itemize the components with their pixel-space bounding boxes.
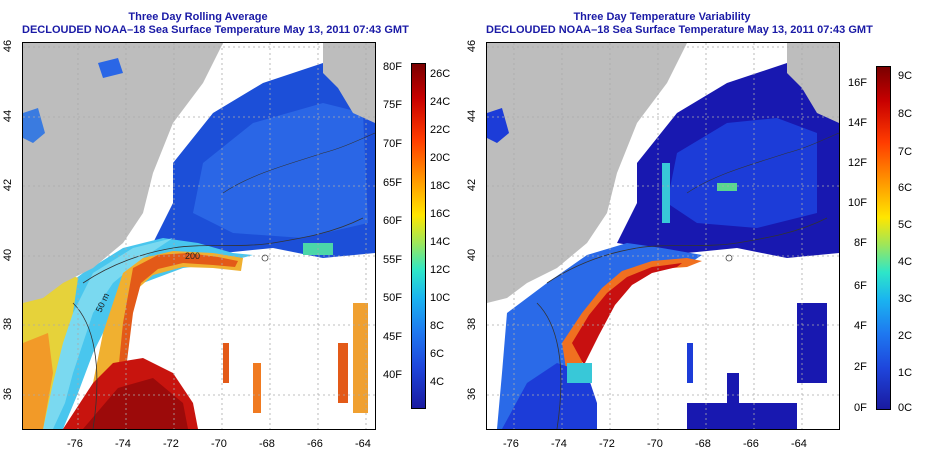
- right-variability-map: [486, 42, 840, 430]
- left-cb-c-label: 10C: [430, 292, 451, 304]
- left-cb-c-label: 24C: [430, 96, 451, 108]
- right-cb-c-label: 1C: [898, 367, 913, 379]
- left-cb-f-label: 65F: [383, 177, 402, 189]
- left-xtick: -64: [355, 438, 371, 450]
- left-cb-f-label: 60F: [383, 215, 402, 227]
- left-xtick: -70: [211, 438, 227, 450]
- right-xtick: -66: [743, 438, 759, 450]
- left-cb-f-label: 80F: [383, 61, 402, 73]
- left-sst-map: 200 50 m: [22, 42, 376, 430]
- left-ytick: 36: [2, 387, 15, 401]
- left-title-line2: DECLOUDED NOAA–18 Sea Surface Temperatur…: [22, 24, 409, 36]
- left-xtick: -72: [163, 438, 179, 450]
- right-xtick: -74: [551, 438, 567, 450]
- left-cb-c-label: 18C: [430, 180, 451, 192]
- left-xtick: -76: [67, 438, 83, 450]
- right-cb-c-label: 9C: [898, 70, 913, 82]
- right-ytick: 46: [466, 39, 479, 53]
- left-title-line1: Three Day Rolling Average: [128, 11, 268, 23]
- left-cb-f-label: 45F: [383, 331, 402, 343]
- right-cb-f-label: 10F: [848, 197, 867, 209]
- left-xtick: -66: [307, 438, 323, 450]
- left-map-svg: 200 50 m: [23, 43, 375, 429]
- left-cb-f-label: 75F: [383, 99, 402, 111]
- right-cb-f-label: 0F: [854, 402, 867, 414]
- right-cb-c-label: 8C: [898, 108, 913, 120]
- left-colorbar: [411, 63, 426, 409]
- right-cb-f-label: 6F: [854, 280, 867, 292]
- right-title-line2: DECLOUDED NOAA–18 Sea Surface Temperatur…: [486, 24, 873, 36]
- right-cb-f-label: 16F: [848, 77, 867, 89]
- right-ytick: 38: [466, 317, 479, 331]
- right-cb-c-label: 0C: [898, 402, 913, 414]
- right-ytick: 40: [466, 248, 479, 262]
- left-cb-c-label: 20C: [430, 152, 451, 164]
- left-ytick: 40: [2, 248, 15, 262]
- right-xtick: -68: [695, 438, 711, 450]
- left-cb-c-label: 26C: [430, 68, 451, 80]
- left-ytick: 38: [2, 317, 15, 331]
- left-cb-c-label: 22C: [430, 124, 451, 136]
- right-cb-f-label: 2F: [854, 361, 867, 373]
- right-station-marker: [725, 254, 733, 262]
- right-cb-c-label: 3C: [898, 293, 913, 305]
- right-xtick: -70: [647, 438, 663, 450]
- right-xtick: -72: [599, 438, 615, 450]
- left-cb-f-label: 40F: [383, 369, 402, 381]
- right-cb-f-label: 8F: [854, 237, 867, 249]
- right-ytick: 36: [466, 387, 479, 401]
- right-cb-f-label: 4F: [854, 320, 867, 332]
- right-ytick: 44: [466, 109, 479, 123]
- left-cb-f-label: 55F: [383, 254, 402, 266]
- left-xtick: -74: [115, 438, 131, 450]
- right-cb-c-label: 4C: [898, 256, 913, 268]
- right-xtick: -64: [791, 438, 807, 450]
- right-title-line1: Three Day Temperature Variability: [573, 11, 751, 23]
- left-cb-c-label: 16C: [430, 208, 451, 220]
- right-map-svg: [487, 43, 839, 429]
- right-cb-c-label: 5C: [898, 219, 913, 231]
- left-cb-f-label: 50F: [383, 292, 402, 304]
- right-cb-c-label: 2C: [898, 330, 913, 342]
- left-cb-f-label: 70F: [383, 138, 402, 150]
- left-cb-c-label: 8C: [430, 320, 445, 332]
- left-ytick: 42: [2, 178, 15, 192]
- right-cb-c-label: 7C: [898, 146, 913, 158]
- left-station-marker: [261, 254, 269, 262]
- left-annotation-200: 200: [185, 251, 200, 261]
- left-cb-c-label: 4C: [430, 376, 445, 388]
- right-xtick: -76: [503, 438, 519, 450]
- right-colorbar: [876, 66, 891, 410]
- left-cb-c-label: 12C: [430, 264, 451, 276]
- left-ytick: 46: [2, 39, 15, 53]
- right-cb-f-label: 12F: [848, 157, 867, 169]
- right-cb-c-label: 6C: [898, 182, 913, 194]
- left-ytick: 44: [2, 109, 15, 123]
- right-cb-f-label: 14F: [848, 117, 867, 129]
- left-xtick: -68: [259, 438, 275, 450]
- left-cb-c-label: 6C: [430, 348, 445, 360]
- right-ytick: 42: [466, 178, 479, 192]
- left-cb-c-label: 14C: [430, 236, 451, 248]
